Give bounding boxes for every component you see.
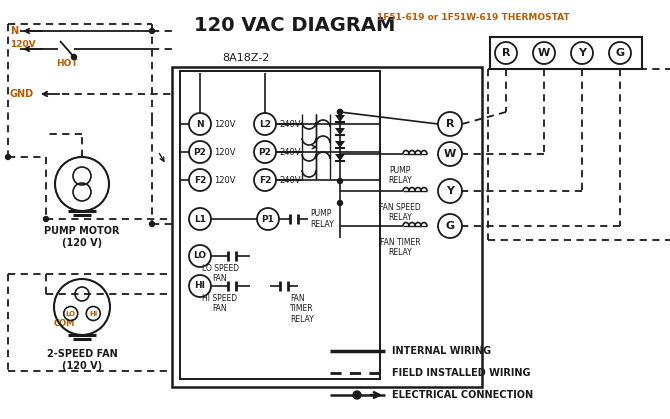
Text: PUMP
RELAY: PUMP RELAY [388,166,412,185]
Text: Y: Y [578,48,586,58]
Text: GND: GND [10,89,34,99]
Circle shape [338,201,342,205]
Text: P2: P2 [259,147,271,157]
Text: FIELD INSTALLED WIRING: FIELD INSTALLED WIRING [392,368,531,378]
Text: 8A18Z-2: 8A18Z-2 [222,53,269,63]
Circle shape [149,28,155,34]
Text: 120V: 120V [214,147,235,157]
Circle shape [5,155,11,160]
Text: F2: F2 [194,176,206,184]
Polygon shape [335,128,345,135]
Text: INTERNAL WIRING: INTERNAL WIRING [392,346,491,356]
Circle shape [338,109,342,114]
Circle shape [338,178,342,184]
Text: FAN SPEED
RELAY: FAN SPEED RELAY [379,203,421,222]
Text: L2: L2 [259,119,271,129]
Text: HI SPEED
FAN: HI SPEED FAN [202,294,238,313]
Text: LO SPEED
FAN: LO SPEED FAN [202,264,239,283]
Text: 240V: 240V [279,176,301,184]
Text: 120V: 120V [10,39,36,49]
Circle shape [44,217,48,222]
Text: G: G [616,48,624,58]
Text: P1: P1 [261,215,275,223]
Text: 240V: 240V [279,119,301,129]
Bar [180,71,380,379]
Text: 120V: 120V [214,119,235,129]
Text: HI: HI [89,310,97,316]
Text: 240V: 240V [279,147,301,157]
Text: G: G [446,221,454,231]
Text: 2-SPEED FAN
(120 V): 2-SPEED FAN (120 V) [47,349,117,370]
Bar [490,37,642,69]
Text: HI: HI [194,282,206,290]
Text: R: R [502,48,511,58]
Polygon shape [335,154,345,161]
Circle shape [338,109,342,114]
Text: F2: F2 [259,176,271,184]
Polygon shape [335,115,345,122]
Text: 120V: 120V [214,176,235,184]
Text: W: W [444,149,456,159]
Text: N: N [196,119,204,129]
Text: R: R [446,119,454,129]
Text: 120 VAC DIAGRAM: 120 VAC DIAGRAM [194,16,396,35]
Circle shape [72,54,76,59]
Polygon shape [335,141,345,148]
Text: LO: LO [66,310,76,316]
Circle shape [149,222,155,227]
Text: W: W [538,48,550,58]
Text: L1: L1 [194,215,206,223]
Text: PUMP MOTOR
(120 V): PUMP MOTOR (120 V) [44,226,120,248]
Text: N: N [10,26,18,36]
Text: HOT: HOT [56,59,78,68]
Text: 1F51-619 or 1F51W-619 THERMOSTAT: 1F51-619 or 1F51W-619 THERMOSTAT [377,13,570,22]
Circle shape [353,391,361,399]
Text: FAN
TIMER
RELAY: FAN TIMER RELAY [290,294,314,324]
Text: P2: P2 [194,147,206,157]
Text: Y: Y [446,186,454,196]
Text: COM: COM [54,318,75,328]
Text: PUMP
RELAY: PUMP RELAY [310,210,334,229]
Text: FAN TIMER
RELAY: FAN TIMER RELAY [380,238,420,257]
Text: ELECTRICAL CONNECTION: ELECTRICAL CONNECTION [392,390,533,400]
Bar [172,67,482,387]
Text: LO: LO [194,251,206,261]
